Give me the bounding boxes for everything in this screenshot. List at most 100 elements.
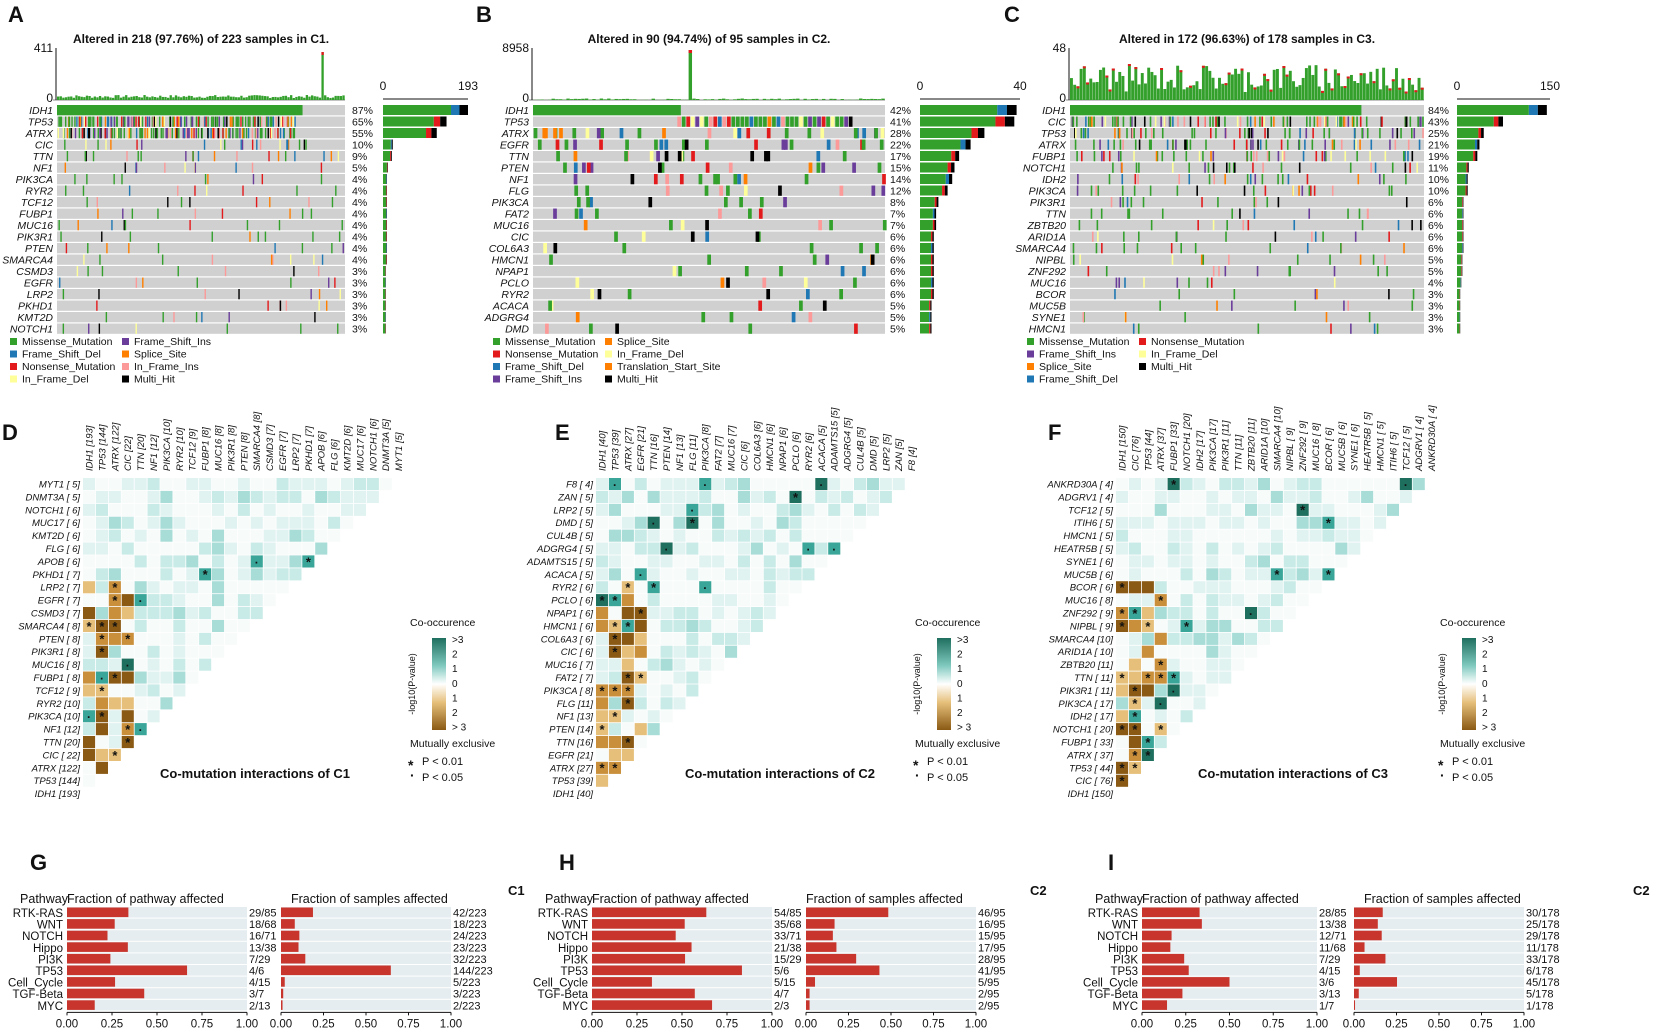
x-tick-label: 0.25 <box>312 1018 334 1030</box>
mutation-cell <box>128 185 131 196</box>
mutation-cell <box>1172 162 1174 173</box>
pathway-count: 7/29 <box>249 954 270 966</box>
comut-cell <box>699 645 712 658</box>
col-label: ATRX [37] <box>1156 428 1167 472</box>
comut-cell <box>1361 503 1374 516</box>
mutation-cell <box>1250 139 1252 150</box>
tmb-bar <box>187 95 191 100</box>
mutation-cell <box>767 116 772 127</box>
col-label: ATRX [27] <box>623 428 634 472</box>
comut-cell <box>224 555 237 568</box>
legend-swatch <box>1027 363 1034 370</box>
tmb-bar <box>227 95 230 100</box>
mutation-cell <box>111 128 113 139</box>
mutation-cell <box>1248 128 1250 139</box>
x-tick-label: 0.50 <box>1428 1018 1450 1030</box>
mutation-cell <box>1270 116 1273 127</box>
mutation-cell <box>1264 185 1267 196</box>
mutation-cell <box>748 323 753 334</box>
pathway-bar <box>67 953 111 964</box>
col-label: NIPBL [ 9] <box>1285 428 1296 471</box>
mutation-cell <box>1306 174 1309 185</box>
gene-label: ATRX <box>501 128 530 140</box>
tmb-bar <box>1214 88 1218 100</box>
gene-label: ATRX <box>25 128 54 140</box>
mutation-cell <box>328 277 330 288</box>
mutation-cell <box>211 254 214 265</box>
significance-mark: * <box>1300 503 1306 518</box>
tmb-bar <box>258 95 261 100</box>
comut-cell <box>608 645 621 658</box>
mutation-cell <box>879 139 884 150</box>
pathway-bar <box>1354 907 1383 918</box>
mutation-cell <box>648 197 653 208</box>
pathway-bar-bg <box>806 930 976 941</box>
row-label: NOTCH1 [ 20] <box>1053 725 1114 736</box>
mutation-cell <box>624 151 628 162</box>
tmb-bar <box>784 99 789 100</box>
mutation-cell <box>157 208 159 219</box>
mutation-cell <box>548 300 552 311</box>
comut-cell <box>1154 607 1167 620</box>
gene-percent: 3% <box>1428 301 1443 313</box>
mutation-cell <box>118 128 120 139</box>
comut-cell <box>212 645 225 658</box>
tmb-bar <box>1163 88 1167 100</box>
mutation-cell <box>80 116 83 127</box>
x-tick-label: 0.75 <box>922 1018 944 1030</box>
mutation-cell <box>1224 174 1226 185</box>
comut-cell <box>353 503 366 516</box>
mutation-cell <box>740 116 745 127</box>
mutation-cell <box>1287 174 1290 185</box>
mutation-cell <box>1359 254 1362 265</box>
mutation-cell <box>691 151 695 162</box>
comut-cell <box>1116 555 1129 568</box>
comut-cell <box>634 736 647 749</box>
comut-cell <box>83 568 96 581</box>
comut-cell <box>750 581 763 594</box>
mutation-cell <box>1246 151 1249 162</box>
comut-cell <box>866 490 879 503</box>
comut-cell <box>608 516 621 529</box>
comut-cell <box>1399 478 1412 491</box>
mutation-cell <box>197 116 200 127</box>
mutation-cell <box>1369 151 1371 162</box>
comut-cell <box>1270 529 1283 542</box>
col-label: LRP2 [7] <box>291 434 302 471</box>
comut-cell <box>315 503 328 516</box>
comut-cell <box>108 568 121 581</box>
comut-cell <box>596 748 609 761</box>
gene-row-bg <box>1070 185 1424 196</box>
comut-cell <box>160 594 173 607</box>
legend-label: In_Frame_Ins <box>134 361 199 373</box>
col-label: PIK3CA [17] <box>1208 419 1219 471</box>
comut-cell <box>608 478 621 491</box>
mutation-cell <box>1333 266 1336 277</box>
significance-mark: * <box>1132 761 1138 776</box>
mutation-cell <box>1082 312 1085 323</box>
comut-cell <box>1232 594 1245 607</box>
comut-cell <box>699 619 712 632</box>
tmb-bar <box>1092 82 1096 100</box>
comut-cell <box>1116 684 1129 697</box>
pathway-bar <box>806 977 816 987</box>
comut-cell <box>160 503 173 516</box>
comut-cell <box>634 658 647 671</box>
tmb-bar <box>130 96 133 100</box>
comut-cell <box>725 632 738 645</box>
tmb-bar <box>148 97 151 100</box>
comut-cell <box>289 542 302 555</box>
tmb-bar <box>1378 89 1382 100</box>
comut-cell <box>1167 710 1180 723</box>
col-label: TP53 [144] <box>97 424 108 471</box>
tmb-bar <box>555 99 559 100</box>
mutation-cell <box>1217 197 1219 208</box>
gene-percent: 5% <box>1428 266 1443 278</box>
comut-cell <box>1193 529 1206 542</box>
mutation-cell <box>259 128 262 139</box>
mutation-cell <box>1243 185 1246 196</box>
freq-bar-missense <box>383 220 387 230</box>
mutation-cell <box>1355 139 1357 150</box>
comut-cell <box>186 568 199 581</box>
row-label: TTN [ 11] <box>1074 673 1113 684</box>
